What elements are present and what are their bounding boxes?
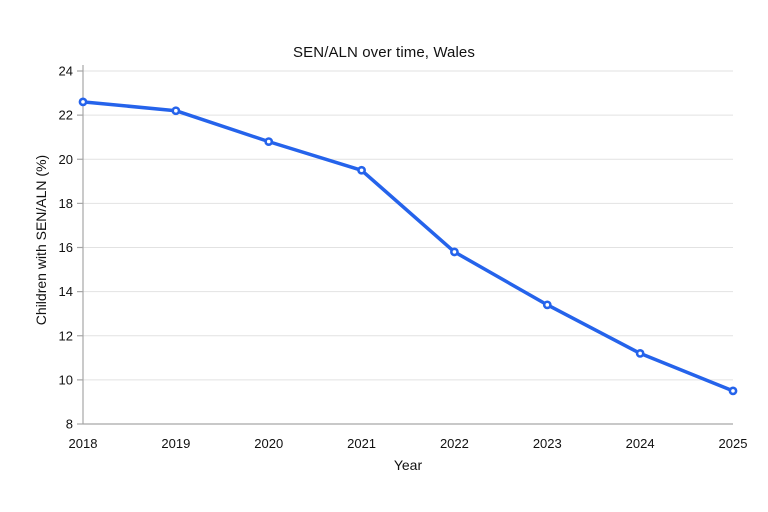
data-point-marker: [78, 97, 88, 107]
data-point-marker: [542, 300, 552, 310]
chart-title: SEN/ALN over time, Wales: [293, 44, 475, 61]
x-axis-title: Year: [393, 457, 423, 473]
x-tick-label: 2025: [719, 436, 748, 451]
data-line: [81, 100, 735, 393]
x-tick-label: 2023: [533, 436, 562, 451]
data-point-marker: [357, 165, 366, 175]
data-point-marker: [264, 137, 274, 146]
x-tick-label: 2021: [347, 436, 376, 451]
y-tick-label: 24: [59, 64, 73, 79]
x-tick-label: 2018: [69, 436, 98, 451]
y-tick-label: 12: [59, 328, 73, 343]
data-point-marker: [171, 106, 181, 116]
y-tick-label: 20: [59, 152, 73, 167]
y-tick-label: 10: [59, 372, 73, 387]
y-tick-label: 18: [59, 196, 73, 211]
y-tick-label: 14: [59, 284, 73, 299]
y-tick-label: 8: [66, 417, 73, 432]
x-tick-label: 2020: [254, 436, 283, 451]
data-point-marker: [728, 386, 738, 396]
x-tick-label: 2019: [161, 436, 190, 451]
data-point-marker: [635, 348, 645, 358]
y-tick-label: 22: [59, 108, 73, 123]
x-tick-label: 2024: [626, 436, 655, 451]
y-tick-label: 16: [59, 240, 73, 255]
x-tick-label: 2022: [440, 436, 469, 451]
data-point-marker: [450, 247, 459, 257]
